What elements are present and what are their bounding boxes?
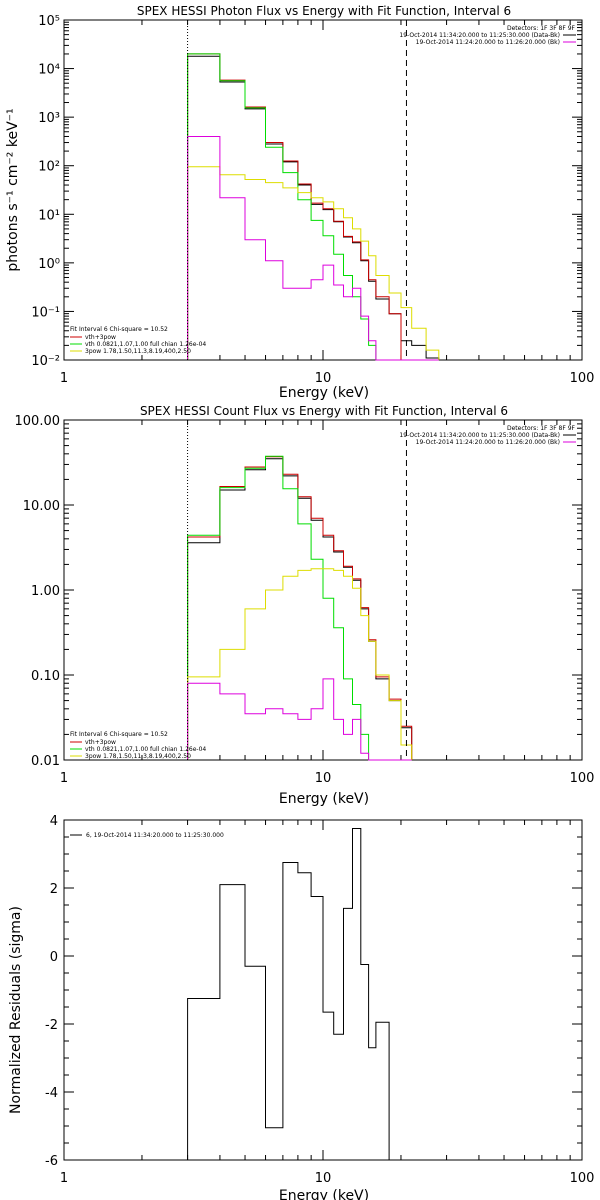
- photon-flux-y-tick-label: 10⁰: [38, 257, 60, 272]
- photon-flux-y-tick-label: 10¹: [38, 208, 60, 223]
- photon-flux-y-ticks: 10⁻² 10⁻¹ 10⁰ 10¹ 10² 10³ 10⁴ 10⁵: [31, 14, 582, 369]
- count-flux-x-tick-label: 100: [570, 771, 595, 786]
- photon-flux-x-tick-label: 100: [570, 371, 595, 386]
- count-flux-y-ticks: 0.01 0.10 1.00 10.00 100.00: [15, 414, 582, 769]
- photon-flux-series-3: [187, 166, 440, 360]
- residuals-series-0: [187, 828, 390, 1160]
- legend-bk-interval: 19-Oct-2014 11:24:20.000 to 11:26:20.000…: [416, 39, 560, 46]
- legend-fit-3pow: 3pow 1.78,1.50,11.3,8.19,400,2.50: [85, 348, 191, 355]
- count-flux-x-tick-label: 1: [60, 771, 68, 786]
- photon-flux-x-tick-label: 1: [60, 371, 68, 386]
- count-flux-panel: SPEX HESSI Count Flux vs Energy with Fit…: [15, 404, 595, 807]
- photon-flux-series-4: [187, 136, 439, 361]
- photon-flux-y-tick-label: 10⁻²: [31, 354, 60, 369]
- count-flux-y-tick-label: 10.00: [23, 499, 60, 514]
- count-flux-x-tick-label: 10: [315, 771, 332, 786]
- photon-flux-legend-top: Detectors: 1F 3F 8F 9F 19-Oct-2014 11:34…: [399, 25, 576, 46]
- photon-flux-y-tick-label: 10⁵: [38, 14, 60, 29]
- photon-flux-title: SPEX HESSI Photon Flux vs Energy with Fi…: [137, 4, 511, 18]
- count-flux-legend-top: Detectors: 1F 3F 8F 9F 19-Oct-2014 11:34…: [399, 425, 576, 446]
- residuals-x-tick-label: 100: [570, 1171, 595, 1186]
- legend-fit-vth-2: vth 0.0821,1.07,1.00 full chian 1.26e-04: [85, 746, 206, 753]
- legend-fit-header: Fit Interval 6 Chi-square = 10.52: [70, 326, 168, 333]
- residuals-x-ticks: 1 10 100: [60, 820, 595, 1186]
- residuals-legend-text: 6, 19-Oct-2014 11:34:20.000 to 11:25:30.…: [86, 832, 224, 839]
- legend-detectors-2: Detectors: 1F 3F 8F 9F: [507, 425, 576, 432]
- legend-fit-total: vth+3pow: [85, 334, 116, 341]
- residuals-y-tick-label: -6: [45, 1154, 58, 1169]
- residuals-xlabel: Energy (keV): [279, 1188, 369, 1200]
- count-flux-energy-markers: [187, 420, 407, 760]
- photon-flux-y-tick-label: 10³: [38, 111, 60, 126]
- photon-flux-energy-markers: [187, 20, 407, 360]
- legend-bk-interval-2: 19-Oct-2014 11:24:20.000 to 11:26:20.000…: [416, 439, 560, 446]
- residuals-ylabel: Normalized Residuals (sigma): [8, 906, 24, 1114]
- count-flux-y-tick-label: 0.01: [31, 754, 60, 769]
- legend-data-interval: 19-Oct-2014 11:34:20.000 to 11:25:30.000…: [399, 32, 560, 39]
- photon-flux-y-tick-label: 10⁴: [38, 63, 60, 78]
- count-flux-title: SPEX HESSI Count Flux vs Energy with Fit…: [140, 404, 508, 418]
- count-flux-xlabel: Energy (keV): [279, 791, 369, 807]
- legend-fit-3pow-2: 3pow 1.78,1.50,11.3,8.19,400,2.50: [85, 753, 191, 760]
- count-flux-series: [187, 455, 413, 761]
- count-flux-y-tick-label: 0.10: [31, 669, 60, 684]
- count-flux-series-2: [187, 455, 412, 761]
- photon-flux-ylabel: photons s⁻¹ cm⁻² keV⁻¹: [5, 108, 21, 271]
- count-flux-series-3: [187, 568, 413, 760]
- count-flux-y-tick-label: 1.00: [31, 584, 60, 599]
- photon-flux-panel: SPEX HESSI Photon Flux vs Energy with Fi…: [5, 4, 594, 401]
- residuals-x-tick-label: 1: [60, 1171, 68, 1186]
- legend-data-interval-2: 19-Oct-2014 11:34:20.000 to 11:25:30.000…: [399, 432, 560, 439]
- count-flux-series-0: [187, 458, 413, 760]
- legend-fit-header-2: Fit Interval 6 Chi-square = 10.52: [70, 731, 168, 738]
- photon-flux-series: [187, 53, 440, 361]
- photon-flux-y-tick-label: 10²: [38, 160, 60, 175]
- photon-flux-legend-fit: Fit Interval 6 Chi-square = 10.52 vth+3p…: [70, 326, 206, 355]
- residuals-y-ticks: -6 -4 -2 0 2 4: [45, 814, 582, 1169]
- residuals-y-tick-label: 2: [50, 882, 58, 897]
- photon-flux-x-tick-label: 10: [315, 371, 332, 386]
- count-flux-series-1: [187, 456, 413, 760]
- count-flux-series-4: [187, 678, 412, 761]
- legend-fit-total-2: vth+3pow: [85, 739, 116, 746]
- legend-fit-vth: vth 0.0821,1.07,1.00 full chian 1.26e-04: [85, 341, 206, 348]
- photon-flux-plot-area: [63, 19, 583, 361]
- count-flux-legend-fit: Fit Interval 6 Chi-square = 10.52 vth+3p…: [70, 731, 206, 760]
- residuals-series: [187, 828, 390, 1160]
- residuals-legend: 6, 19-Oct-2014 11:34:20.000 to 11:25:30.…: [70, 832, 224, 839]
- residuals-panel: Energy (keV) Normalized Residuals (sigma…: [8, 814, 594, 1200]
- count-flux-y-tick-label: 100.00: [15, 414, 61, 429]
- residuals-y-tick-label: -2: [45, 1018, 58, 1033]
- residuals-x-tick-label: 10: [315, 1171, 332, 1186]
- photon-flux-y-tick-label: 10⁻¹: [31, 305, 60, 320]
- count-flux-x-ticks: 1 10 100: [60, 420, 595, 786]
- residuals-y-tick-label: -4: [45, 1086, 58, 1101]
- legend-detectors: Detectors: 1F 3F 8F 9F: [507, 25, 576, 32]
- photon-flux-xlabel: Energy (keV): [279, 385, 369, 401]
- residuals-y-tick-label: 4: [50, 814, 58, 829]
- residuals-y-tick-label: 0: [50, 950, 58, 965]
- photon-flux-series-1: [187, 53, 439, 361]
